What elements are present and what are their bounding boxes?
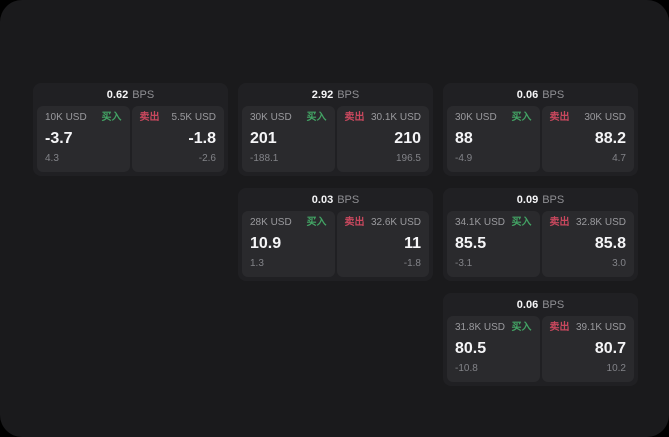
buy-size-label: 34.1K USD: [455, 217, 506, 228]
sell-side-label: 卖出: [549, 217, 570, 228]
buy-size-label: 30K USD: [455, 112, 497, 123]
card-header: 0.62 BPS: [33, 83, 228, 106]
card-body: 30K USD 买入 88 -4.9 卖出 30K USD 88.2 4.7: [443, 106, 638, 176]
sell-quote-tile[interactable]: 卖出 32.8K USD 85.8 3.0: [541, 211, 634, 277]
buy-side-label: 买入: [306, 112, 327, 123]
buy-size-label: 28K USD: [250, 217, 292, 228]
buy-delta: 4.3: [45, 153, 59, 164]
sell-price: 88.2: [594, 129, 626, 147]
sell-side-label: 卖出: [344, 112, 365, 123]
sell-price: -1.8: [188, 129, 216, 147]
buy-delta: -3.1: [455, 258, 473, 269]
sell-side-label: 卖出: [344, 217, 365, 228]
quote-card: 2.92 BPS 30K USD 买入 201 -188.1 卖出 30.1K …: [238, 83, 433, 176]
card-header: 0.06 BPS: [443, 83, 638, 106]
bps-unit-label: BPS: [542, 298, 565, 311]
bps-value: 0.09: [516, 193, 539, 206]
bps-unit-label: BPS: [337, 193, 360, 206]
sell-size-label: 5.5K USD: [171, 112, 216, 123]
buy-side-label: 买入: [101, 112, 122, 123]
sell-size-label: 30.1K USD: [370, 112, 421, 123]
buy-quote-tile[interactable]: 10K USD 买入 -3.7 4.3: [37, 106, 130, 172]
sell-quote-tile[interactable]: 卖出 5.5K USD -1.8 -2.6: [131, 106, 224, 172]
card-header: 0.03 BPS: [238, 188, 433, 211]
buy-size-label: 30K USD: [250, 112, 292, 123]
buy-price: 10.9: [250, 234, 282, 252]
sell-delta: 3.0: [612, 258, 626, 269]
sell-quote-tile[interactable]: 卖出 30.1K USD 210 196.5: [336, 106, 429, 172]
buy-quote-tile[interactable]: 34.1K USD 买入 85.5 -3.1: [447, 211, 540, 277]
card-body: 31.8K USD 买入 80.5 -10.8 卖出 39.1K USD 80.…: [443, 316, 638, 386]
bps-value: 2.92: [311, 88, 334, 101]
sell-quote-tile[interactable]: 卖出 30K USD 88.2 4.7: [541, 106, 634, 172]
sell-size-label: 32.6K USD: [370, 217, 421, 228]
card-body: 10K USD 买入 -3.7 4.3 卖出 5.5K USD -1.8 -2.…: [33, 106, 228, 176]
bps-value: 0.03: [311, 193, 334, 206]
sell-delta: 10.2: [606, 363, 626, 374]
buy-delta: 1.3: [250, 258, 264, 269]
sell-price: 85.8: [594, 234, 626, 252]
quote-card: 0.03 BPS 28K USD 买入 10.9 1.3 卖出 32.6K US…: [238, 188, 433, 281]
bps-unit-label: BPS: [542, 88, 565, 101]
card-header: 2.92 BPS: [238, 83, 433, 106]
sell-size-label: 39.1K USD: [575, 322, 626, 333]
sell-side-label: 卖出: [549, 322, 570, 333]
buy-quote-tile[interactable]: 30K USD 买入 201 -188.1: [242, 106, 335, 172]
bps-value: 0.06: [516, 88, 539, 101]
bps-unit-label: BPS: [132, 88, 155, 101]
bps-unit-label: BPS: [337, 88, 360, 101]
card-header: 0.06 BPS: [443, 293, 638, 316]
sell-price: 210: [394, 129, 421, 147]
bps-value: 0.06: [516, 298, 539, 311]
bps-unit-label: BPS: [542, 193, 565, 206]
buy-size-label: 10K USD: [45, 112, 87, 123]
sell-size-label: 32.8K USD: [575, 217, 626, 228]
buy-quote-tile[interactable]: 28K USD 买入 10.9 1.3: [242, 211, 335, 277]
buy-delta: -10.8: [455, 363, 478, 374]
buy-delta: -188.1: [250, 153, 279, 164]
card-body: 28K USD 买入 10.9 1.3 卖出 32.6K USD 11 -1.8: [238, 211, 433, 281]
quote-card: 0.62 BPS 10K USD 买入 -3.7 4.3 卖出 5.5K USD…: [33, 83, 228, 176]
sell-price: 80.7: [594, 339, 626, 357]
sell-delta: -1.8: [403, 258, 421, 269]
quote-card: 0.06 BPS 30K USD 买入 88 -4.9 卖出 30K USD 8…: [443, 83, 638, 176]
card-body: 34.1K USD 买入 85.5 -3.1 卖出 32.8K USD 85.8…: [443, 211, 638, 281]
buy-delta: -4.9: [455, 153, 473, 164]
sell-delta: 4.7: [612, 153, 626, 164]
buy-price: -3.7: [45, 129, 73, 147]
card-body: 30K USD 买入 201 -188.1 卖出 30.1K USD 210 1…: [238, 106, 433, 176]
sell-quote-tile[interactable]: 卖出 32.6K USD 11 -1.8: [336, 211, 429, 277]
buy-price: 85.5: [455, 234, 487, 252]
buy-quote-tile[interactable]: 31.8K USD 买入 80.5 -10.8: [447, 316, 540, 382]
buy-price: 80.5: [455, 339, 487, 357]
quote-card: 0.09 BPS 34.1K USD 买入 85.5 -3.1 卖出 32.8K…: [443, 188, 638, 281]
sell-delta: 196.5: [395, 153, 421, 164]
quote-card: 0.06 BPS 31.8K USD 买入 80.5 -10.8 卖出 39.1…: [443, 293, 638, 386]
bps-value: 0.62: [106, 88, 129, 101]
sell-price: 11: [404, 234, 421, 252]
buy-side-label: 买入: [306, 217, 327, 228]
card-header: 0.09 BPS: [443, 188, 638, 211]
buy-price: 201: [250, 129, 277, 147]
sell-delta: -2.6: [198, 153, 216, 164]
buy-side-label: 买入: [511, 112, 532, 123]
buy-size-label: 31.8K USD: [455, 322, 506, 333]
sell-side-label: 卖出: [139, 112, 160, 123]
sell-size-label: 30K USD: [584, 112, 626, 123]
buy-side-label: 买入: [511, 322, 532, 333]
sell-side-label: 卖出: [549, 112, 570, 123]
sell-quote-tile[interactable]: 卖出 39.1K USD 80.7 10.2: [541, 316, 634, 382]
buy-quote-tile[interactable]: 30K USD 买入 88 -4.9: [447, 106, 540, 172]
buy-price: 88: [455, 129, 473, 147]
buy-side-label: 买入: [511, 217, 532, 228]
